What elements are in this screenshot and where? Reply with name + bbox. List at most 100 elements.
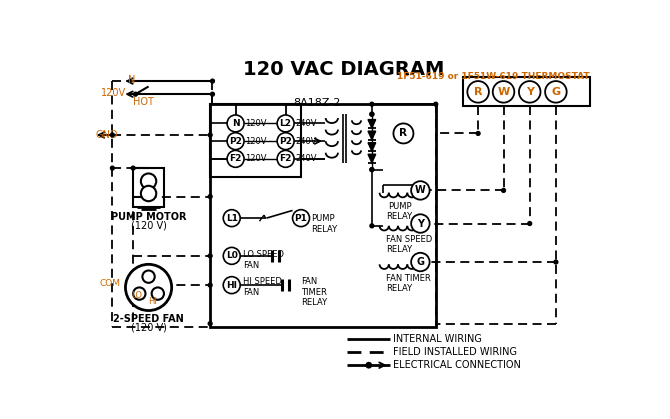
- Circle shape: [208, 195, 212, 199]
- Bar: [210, 104, 301, 177]
- Circle shape: [111, 133, 115, 137]
- Circle shape: [208, 283, 212, 287]
- Text: 120V: 120V: [246, 119, 267, 128]
- Bar: [463, 77, 590, 106]
- Text: L0: L0: [226, 251, 238, 260]
- Text: 240V: 240V: [295, 137, 317, 146]
- Circle shape: [143, 271, 155, 283]
- Text: PUMP MOTOR: PUMP MOTOR: [111, 212, 186, 222]
- Circle shape: [393, 124, 413, 143]
- Bar: [210, 104, 436, 328]
- Text: 120V: 120V: [246, 137, 267, 146]
- Circle shape: [227, 115, 244, 132]
- Text: PUMP
RELAY: PUMP RELAY: [311, 214, 337, 234]
- Text: HI: HI: [148, 297, 157, 306]
- Text: Y: Y: [526, 87, 534, 97]
- Circle shape: [434, 102, 438, 106]
- Text: PUMP
RELAY: PUMP RELAY: [387, 202, 413, 221]
- Circle shape: [370, 168, 374, 171]
- Circle shape: [133, 287, 145, 300]
- Circle shape: [554, 260, 558, 264]
- Circle shape: [411, 253, 429, 271]
- Text: LO: LO: [131, 291, 142, 300]
- Circle shape: [133, 92, 137, 96]
- Text: P2: P2: [279, 137, 292, 146]
- Text: F2: F2: [229, 154, 242, 163]
- Circle shape: [208, 133, 212, 137]
- Circle shape: [502, 189, 505, 192]
- Circle shape: [141, 173, 156, 189]
- Circle shape: [223, 210, 240, 227]
- Text: G: G: [416, 257, 424, 267]
- Text: 240V: 240V: [295, 119, 317, 128]
- Text: R: R: [399, 129, 407, 138]
- Text: 1F51-619 or 1F51W-619 THERMOSTAT: 1F51-619 or 1F51W-619 THERMOSTAT: [397, 72, 590, 81]
- Circle shape: [370, 168, 374, 171]
- Circle shape: [210, 92, 214, 96]
- Text: LO SPEED
FAN: LO SPEED FAN: [243, 251, 284, 270]
- Polygon shape: [368, 143, 376, 151]
- Circle shape: [227, 133, 244, 150]
- Circle shape: [277, 115, 294, 132]
- Text: HOT: HOT: [133, 97, 154, 107]
- Text: FAN TIMER
RELAY: FAN TIMER RELAY: [386, 274, 431, 293]
- Circle shape: [519, 81, 541, 103]
- Circle shape: [277, 133, 294, 150]
- Text: FIELD INSTALLED WIRING: FIELD INSTALLED WIRING: [393, 347, 517, 357]
- Text: R: R: [474, 87, 482, 97]
- Circle shape: [528, 222, 531, 225]
- Text: N: N: [232, 119, 239, 128]
- Polygon shape: [368, 131, 376, 140]
- Text: N: N: [128, 75, 135, 85]
- Polygon shape: [368, 119, 376, 128]
- Circle shape: [370, 102, 374, 106]
- Circle shape: [208, 254, 212, 258]
- Circle shape: [411, 214, 429, 233]
- Text: 120 VAC DIAGRAM: 120 VAC DIAGRAM: [243, 60, 444, 79]
- Text: 8A18Z-2: 8A18Z-2: [293, 98, 341, 108]
- Circle shape: [208, 322, 212, 326]
- Text: HI: HI: [226, 281, 237, 290]
- Text: FAN SPEED
RELAY: FAN SPEED RELAY: [386, 235, 432, 254]
- Circle shape: [210, 79, 214, 83]
- Text: P1: P1: [295, 214, 308, 222]
- Circle shape: [151, 287, 164, 300]
- Text: 120V: 120V: [100, 88, 126, 98]
- Circle shape: [492, 81, 515, 103]
- Text: L1: L1: [226, 214, 238, 222]
- Circle shape: [223, 247, 240, 264]
- Text: COM: COM: [100, 279, 121, 288]
- Text: G: G: [551, 87, 561, 97]
- Circle shape: [111, 166, 115, 170]
- Text: P2: P2: [229, 137, 242, 146]
- Circle shape: [227, 150, 244, 167]
- Text: W: W: [415, 186, 425, 195]
- Circle shape: [125, 264, 172, 310]
- Circle shape: [293, 210, 310, 227]
- Circle shape: [370, 224, 374, 228]
- Text: 240V: 240V: [295, 154, 317, 163]
- Circle shape: [545, 81, 567, 103]
- Text: HI SPEED
FAN: HI SPEED FAN: [243, 277, 282, 297]
- Text: (120 V): (120 V): [131, 220, 167, 230]
- Circle shape: [223, 277, 240, 294]
- Circle shape: [468, 81, 489, 103]
- Text: FAN
TIMER
RELAY: FAN TIMER RELAY: [301, 277, 327, 307]
- Text: INTERNAL WIRING: INTERNAL WIRING: [393, 334, 482, 344]
- Circle shape: [277, 150, 294, 167]
- Circle shape: [476, 132, 480, 135]
- Text: F2: F2: [279, 154, 292, 163]
- Circle shape: [370, 112, 374, 116]
- Circle shape: [131, 166, 135, 170]
- Text: 120V: 120V: [246, 154, 267, 163]
- Text: W: W: [497, 87, 510, 97]
- Circle shape: [366, 362, 371, 368]
- Circle shape: [411, 181, 429, 200]
- Circle shape: [370, 112, 374, 116]
- Text: Y: Y: [417, 219, 424, 228]
- Bar: [133, 168, 164, 207]
- Text: (120 V): (120 V): [131, 323, 167, 333]
- Polygon shape: [368, 154, 376, 163]
- Text: ELECTRICAL CONNECTION: ELECTRICAL CONNECTION: [393, 360, 521, 370]
- Text: 2-SPEED FAN: 2-SPEED FAN: [113, 314, 184, 324]
